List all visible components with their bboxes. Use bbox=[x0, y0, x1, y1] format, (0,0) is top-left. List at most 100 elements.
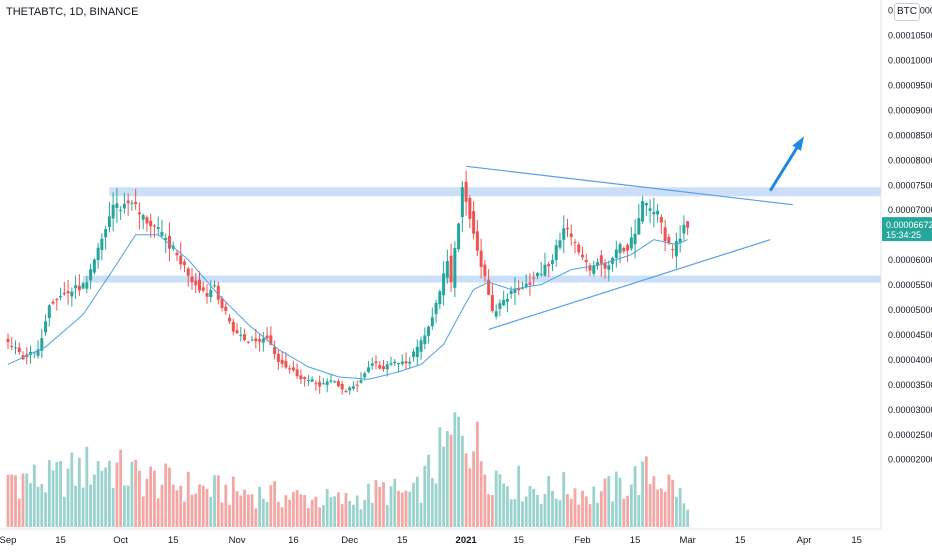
candle-body bbox=[592, 265, 596, 274]
volume-bar bbox=[47, 459, 51, 527]
candle-body bbox=[438, 291, 442, 305]
volume-bar bbox=[216, 475, 220, 527]
volume-bar bbox=[438, 427, 442, 527]
currency-badge[interactable]: BTC bbox=[894, 3, 920, 21]
candle-body bbox=[107, 216, 111, 228]
candle-body bbox=[115, 203, 119, 208]
volume-bar bbox=[250, 494, 254, 527]
volume-bar bbox=[678, 487, 682, 527]
time-tick-label: 15 bbox=[513, 535, 524, 546]
candle-body bbox=[348, 387, 352, 391]
time-tick-label: Oct bbox=[113, 535, 128, 546]
volume-bar bbox=[479, 461, 483, 527]
candle-body bbox=[243, 334, 247, 341]
candle-body bbox=[156, 226, 160, 229]
candle-body bbox=[265, 335, 269, 339]
volume-bar bbox=[276, 501, 280, 527]
volume-bar bbox=[509, 499, 513, 527]
volume-bar bbox=[190, 494, 194, 527]
candle-body bbox=[190, 276, 194, 283]
candle-body bbox=[303, 377, 307, 379]
candle-body bbox=[505, 298, 509, 302]
candle-body bbox=[682, 224, 686, 234]
volume-bar bbox=[629, 484, 633, 527]
candle-body bbox=[656, 210, 660, 215]
volume-bar bbox=[449, 434, 453, 527]
volume-bar bbox=[490, 495, 494, 527]
candle-body bbox=[363, 373, 367, 378]
volume-bar bbox=[483, 474, 487, 527]
candle-body bbox=[502, 299, 506, 306]
candle-body bbox=[235, 330, 239, 334]
candle-body bbox=[629, 237, 633, 249]
candle-body bbox=[427, 326, 431, 336]
candle-body bbox=[92, 259, 96, 273]
volume-bar bbox=[674, 496, 678, 527]
time-tick-label: 16 bbox=[288, 535, 299, 546]
volume-bar bbox=[175, 490, 179, 527]
price-tick-label: 0.00009500 bbox=[888, 80, 932, 90]
candle-body bbox=[321, 383, 325, 385]
volume-bar bbox=[70, 452, 74, 527]
candle-body bbox=[44, 321, 48, 333]
volume-bar bbox=[25, 473, 29, 527]
candle-body bbox=[122, 203, 126, 209]
candle-body bbox=[547, 264, 551, 267]
candle-body bbox=[310, 379, 314, 382]
current-price-value: 0.00006672 bbox=[886, 220, 932, 230]
candle-body bbox=[370, 363, 374, 366]
candle-body bbox=[261, 338, 265, 343]
volume-bar bbox=[352, 504, 355, 527]
volume-bar bbox=[77, 457, 81, 527]
volume-bar bbox=[337, 492, 340, 527]
volume-bar bbox=[663, 491, 667, 527]
candle-body bbox=[475, 231, 479, 251]
candle-body bbox=[250, 339, 254, 341]
candle-body bbox=[393, 361, 397, 364]
candle-body bbox=[137, 212, 141, 215]
volume-bar bbox=[682, 503, 686, 527]
candle-body bbox=[10, 345, 14, 347]
volume-bar bbox=[254, 508, 258, 527]
volume-bar bbox=[562, 472, 566, 527]
volume-bar bbox=[577, 504, 581, 527]
volume-bar bbox=[258, 486, 261, 527]
candle-body bbox=[641, 201, 645, 222]
candle-body bbox=[389, 363, 393, 365]
volume-bar bbox=[498, 474, 502, 527]
volume-bar bbox=[145, 478, 149, 527]
candle-body bbox=[479, 250, 483, 268]
candle-body bbox=[434, 302, 438, 315]
candle-body bbox=[198, 279, 202, 291]
candle-body bbox=[258, 339, 262, 342]
volume-bar bbox=[314, 496, 318, 527]
candle-body bbox=[513, 289, 517, 293]
candle-body bbox=[299, 375, 303, 380]
candle-body bbox=[494, 311, 498, 317]
candle-body bbox=[415, 346, 419, 358]
candle-body bbox=[51, 301, 55, 304]
candle-body bbox=[442, 273, 446, 296]
volume-bar bbox=[153, 470, 156, 527]
price-tick-label: 0.00004000 bbox=[888, 355, 932, 365]
candle-body bbox=[565, 227, 569, 230]
candle-body bbox=[314, 383, 318, 385]
candle-body bbox=[186, 268, 190, 276]
candle-body bbox=[160, 231, 164, 236]
volume-bar bbox=[423, 465, 427, 527]
candle-body bbox=[554, 245, 558, 260]
volume-bar bbox=[573, 488, 577, 527]
candle-body bbox=[77, 285, 81, 291]
time-tick-label: 15 bbox=[735, 535, 746, 546]
candle-body bbox=[130, 202, 134, 204]
volume-bar bbox=[656, 489, 660, 527]
price-tick-label: 0.00005000 bbox=[888, 305, 932, 315]
candle-body bbox=[382, 366, 385, 370]
candle-body bbox=[32, 352, 36, 354]
candle-body bbox=[273, 346, 277, 355]
time-tick-label: Apr bbox=[797, 535, 812, 546]
volume-bar bbox=[457, 416, 460, 527]
candle-body bbox=[152, 225, 156, 227]
